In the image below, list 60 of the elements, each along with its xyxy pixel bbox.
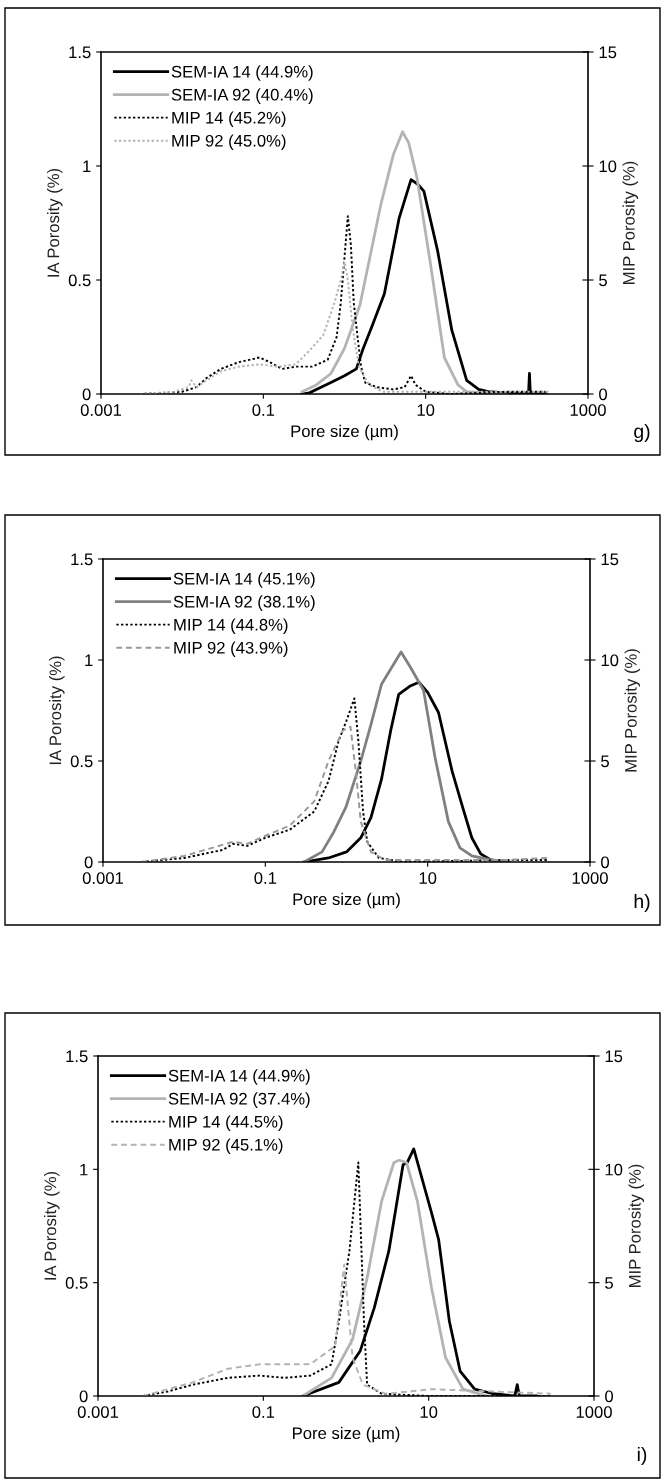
y2-axis-title: MIP Porosity (%): [628, 1164, 645, 1287]
y-tick-label: 1: [85, 654, 93, 667]
legend-label: SEM-IA 92 (37.4%): [168, 1092, 310, 1108]
legend-label: MIP 14 (44.5%): [169, 1115, 283, 1131]
x-axis-title: Pore size (µm): [293, 892, 400, 909]
x-tick-label: 10: [419, 872, 437, 884]
x-axis-title: Pore size (µm): [291, 424, 398, 441]
x-tick-label: 0.001: [80, 404, 122, 416]
y2-tick-label: 15: [605, 1050, 623, 1063]
y-axis-title: IA Porosity (%): [49, 656, 65, 765]
text: g): [634, 423, 650, 443]
y2-tick-label: 10: [601, 654, 619, 667]
legend-label: MIP 14 (45.2%): [172, 111, 286, 127]
text: h): [634, 893, 650, 913]
y2-tick-label: 0: [601, 856, 610, 869]
y-tick-label: 0.5: [65, 1277, 88, 1289]
y-tick-label: 0: [79, 1390, 88, 1403]
x-tick-label: 0.001: [77, 1406, 119, 1418]
y2-tick-label: 10: [599, 160, 617, 173]
y2-tick-label: 5: [605, 1277, 613, 1289]
y2-axis-title: MIP Porosity (%): [622, 161, 639, 284]
legend-label: MIP 92 (43.9%): [174, 641, 288, 657]
y-tick-label: 0: [82, 388, 91, 401]
y-tick-label: 1.5: [71, 553, 93, 566]
legend-label: SEM-IA 14 (45.1%): [173, 572, 315, 588]
y-axis-title: IA Porosity (%): [44, 1171, 60, 1280]
y-tick-label: 1: [83, 160, 91, 173]
y2-tick-label: 5: [599, 274, 607, 287]
y-tick-label: 1.5: [69, 46, 91, 59]
y-tick-label: 0.5: [68, 274, 91, 287]
x-tick-label: 0.001: [82, 872, 124, 884]
y-tick-label: 0: [84, 856, 93, 869]
x-tick-label: 1000: [576, 1406, 612, 1418]
y-axis-title: IA Porosity (%): [47, 168, 63, 277]
y2-tick-label: 5: [601, 755, 609, 768]
legend-label: SEM-IA 92 (38.1%): [173, 595, 315, 611]
legend-label: SEM-IA 92 (40.4%): [171, 88, 313, 104]
legend-label: SEM-IA 14 (44.9%): [168, 1069, 310, 1085]
y-tick-label: 0.5: [70, 755, 93, 768]
legend-label: SEM-IA 14 (44.9%): [171, 65, 313, 81]
x-tick-label: 0.1: [252, 404, 275, 416]
y2-tick-label: 15: [599, 46, 617, 59]
x-tick-label: 0.1: [254, 872, 277, 884]
x-axis-title: Pore size (µm): [293, 1426, 400, 1443]
x-tick-label: 1000: [572, 872, 608, 884]
legend-label: MIP 14 (44.8%): [174, 618, 288, 634]
x-tick-label: 10: [417, 404, 435, 416]
x-tick-label: 0.1: [252, 1406, 275, 1418]
legend-label: MIP 92 (45.1%): [169, 1138, 283, 1154]
x-tick-label: 10: [420, 1406, 438, 1418]
y2-tick-label: 0: [605, 1390, 614, 1403]
legend-label: MIP 92 (45.0%): [172, 134, 286, 150]
y-tick-label: 1: [80, 1163, 88, 1176]
y2-tick-label: 10: [605, 1163, 623, 1176]
x-tick-label: 1000: [570, 404, 606, 416]
y2-axis-title: MIP Porosity (%): [624, 649, 641, 772]
y-tick-label: 1.5: [66, 1050, 88, 1063]
text: i): [637, 1446, 647, 1466]
y2-tick-label: 15: [601, 553, 619, 566]
y2-tick-label: 0: [599, 388, 608, 401]
